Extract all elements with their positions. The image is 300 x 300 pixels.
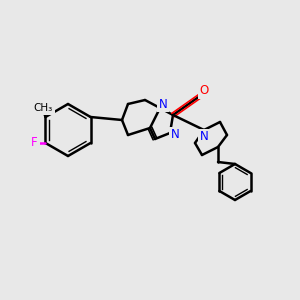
Text: N: N <box>200 130 208 143</box>
Text: CH₃: CH₃ <box>34 103 53 113</box>
Text: O: O <box>200 85 208 98</box>
Text: N: N <box>171 128 179 142</box>
Text: F: F <box>31 136 38 149</box>
Text: N: N <box>159 98 167 110</box>
